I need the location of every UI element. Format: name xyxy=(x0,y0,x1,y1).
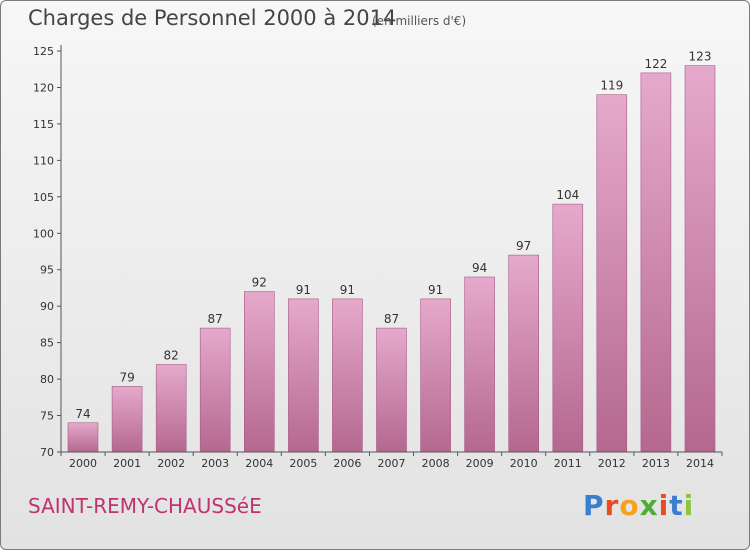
chart-title: Charges de Personnel 2000 à 2014 xyxy=(28,6,397,30)
x-tick-label: 2003 xyxy=(201,457,229,470)
y-tick-label: 105 xyxy=(33,191,54,204)
y-tick-label: 70 xyxy=(40,446,54,459)
bar-2014 xyxy=(684,65,716,453)
y-tick-label: 110 xyxy=(33,154,54,167)
x-tick-label: 2010 xyxy=(510,457,538,470)
bar-2009 xyxy=(464,276,495,453)
bar-2013 xyxy=(640,72,672,453)
bar-2001 xyxy=(111,386,143,453)
y-tick-label: 95 xyxy=(40,264,54,277)
bar-2000 xyxy=(67,422,99,453)
commune-name: SAINT-REMY-CHAUSSéE xyxy=(28,494,262,518)
value-label: 87 xyxy=(208,312,223,326)
x-tick-label: 2013 xyxy=(642,457,670,470)
y-tick-label: 100 xyxy=(33,227,54,240)
x-tick-label: 2014 xyxy=(686,457,714,470)
value-label: 97 xyxy=(516,239,531,253)
axes xyxy=(57,45,723,456)
y-tick-label: 120 xyxy=(33,82,54,95)
value-label: 82 xyxy=(164,349,179,363)
x-tick-label: 2012 xyxy=(598,457,626,470)
value-label: 87 xyxy=(384,312,399,326)
bar-2012 xyxy=(596,94,628,453)
x-tick-label: 2009 xyxy=(466,457,494,470)
bar-2003 xyxy=(199,327,231,453)
x-tick-label: 2006 xyxy=(333,457,361,470)
value-label: 92 xyxy=(252,276,267,290)
value-label: 74 xyxy=(75,407,90,421)
bar-group xyxy=(67,65,716,453)
bar-2011 xyxy=(552,203,584,453)
value-label: 91 xyxy=(340,283,355,297)
value-label: 123 xyxy=(689,50,712,64)
value-label: 104 xyxy=(556,188,579,202)
value-label: 122 xyxy=(644,57,667,71)
bar-2008 xyxy=(420,298,451,453)
x-tick-label: 2004 xyxy=(245,457,273,470)
y-tick-label: 125 xyxy=(33,45,54,58)
y-tick-label: 80 xyxy=(40,373,54,386)
y-tick-label: 115 xyxy=(33,118,54,131)
y-tick-label: 90 xyxy=(40,300,54,313)
bar-2004 xyxy=(244,291,275,453)
value-label: 79 xyxy=(119,370,134,384)
bar-2007 xyxy=(376,327,407,453)
label-group: 74 2000 79 2001 82 2002 87 2003 92 2004 91 2005 91 20… xyxy=(33,45,714,470)
bar-2002 xyxy=(155,364,187,453)
x-tick-label: 2011 xyxy=(554,457,582,470)
value-label: 91 xyxy=(428,283,443,297)
y-tick-label: 85 xyxy=(40,337,54,350)
value-label: 119 xyxy=(600,79,623,93)
bar-2010 xyxy=(508,254,540,453)
value-label: 91 xyxy=(296,283,311,297)
x-tick-label: 2007 xyxy=(378,457,406,470)
x-tick-label: 2002 xyxy=(157,457,185,470)
x-tick-label: 2001 xyxy=(113,457,141,470)
chart-unit: (en milliers d'€) xyxy=(372,14,467,28)
bar-2006 xyxy=(332,298,363,453)
proxiti-logo: Proxiti xyxy=(583,489,695,522)
bar-2005 xyxy=(288,298,319,453)
y-tick-label: 75 xyxy=(40,410,54,423)
value-label: 94 xyxy=(472,261,487,275)
x-tick-label: 2005 xyxy=(289,457,317,470)
x-tick-label: 2000 xyxy=(69,457,97,470)
x-tick-label: 2008 xyxy=(422,457,450,470)
